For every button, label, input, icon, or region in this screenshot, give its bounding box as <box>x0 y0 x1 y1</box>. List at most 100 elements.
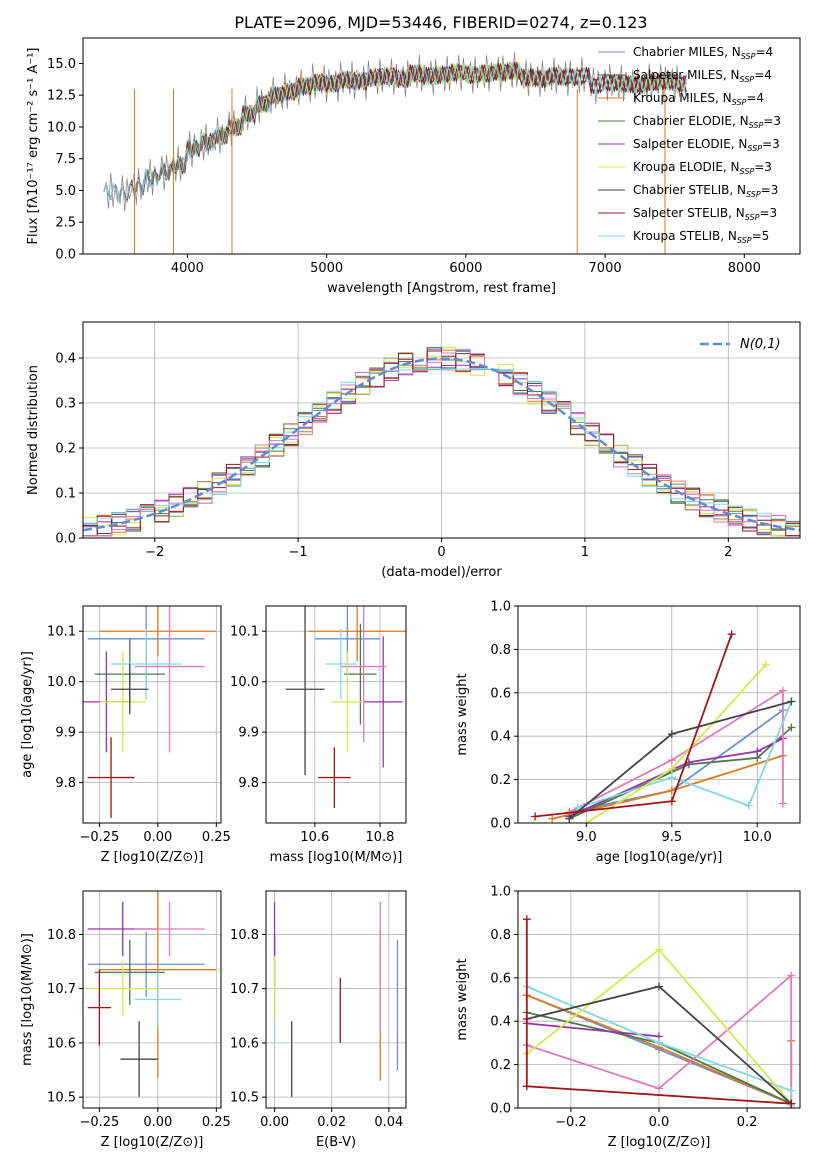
weight-marker <box>787 697 796 706</box>
legend-subscript: SSP <box>747 144 762 153</box>
x-tick-label: 0.2 <box>737 1115 758 1130</box>
y-tick-label: 9.8 <box>55 776 76 791</box>
weight-marker <box>582 819 591 823</box>
weight-series-line <box>526 985 793 1106</box>
weight-marker <box>778 799 787 808</box>
legend-label: Salpeter ELODIE, NSSP=3 <box>633 137 780 153</box>
x-tick-label: 8000 <box>728 261 761 276</box>
chart-age_vs_mass: 10.6 10.8 9.8 9.9 10.0 10.1 mass [log10(M/M⊙)] <box>230 605 407 865</box>
x-tick-label: 7000 <box>589 261 622 276</box>
weight-marker <box>667 797 676 806</box>
figure-title: PLATE=2096, MJD=53446, FIBERID=0274, z=0… <box>234 13 647 32</box>
error-bar-point <box>344 623 377 725</box>
legend-suffix: =4 <box>754 68 772 82</box>
legend-label: Kroupa MILES, NSSP=4 <box>633 91 764 107</box>
error-bar-point <box>324 628 358 700</box>
weight-marker <box>761 660 770 669</box>
x-axis-label: Z [log10(Z/Z⊙)] <box>101 1135 204 1150</box>
y-axis-label: mass weight <box>455 673 470 755</box>
x-axis-label: Z [log10(Z/Z⊙)] <box>101 850 204 865</box>
plot-area <box>87 891 217 1098</box>
spectrum-line <box>103 61 687 203</box>
x-tick-label: 10.6 <box>300 830 329 845</box>
x-tick-label: −0.2 <box>555 1115 587 1130</box>
y-tick-label: 0.4 <box>490 1015 511 1030</box>
y-tick-label: 10.0 <box>47 675 76 690</box>
x-tick-label: −1 <box>289 545 308 560</box>
y-tick-label: 9.9 <box>238 726 259 741</box>
legend-label: Salpeter STELIB, NSSP=3 <box>633 206 777 222</box>
legend-label: Kroupa STELIB, NSSP=5 <box>633 229 769 245</box>
y-tick-label: 10.7 <box>230 982 259 997</box>
legend-label: Chabrier MILES, NSSP=4 <box>633 45 773 61</box>
legend-suffix: =3 <box>754 160 772 174</box>
legend-suffix: =4 <box>746 91 764 105</box>
weight-marker <box>778 686 787 695</box>
weight-marker <box>667 786 676 795</box>
error-bar-point <box>363 636 403 768</box>
y-tick-label: 7.5 <box>55 152 76 167</box>
plot-area <box>285 606 406 808</box>
y-tick-label: 0.8 <box>490 643 511 658</box>
axes-frame <box>517 605 801 824</box>
error-bar-point <box>331 651 364 753</box>
y-tick-label: 10.6 <box>47 1036 76 1051</box>
legend-subscript: SSP <box>749 121 764 130</box>
legend-subscript: SSP <box>737 236 752 245</box>
x-tick-label: 10.8 <box>365 830 394 845</box>
y-tick-label: 0.0 <box>55 532 76 547</box>
y-tick-label: 10.7 <box>47 982 76 997</box>
weight-marker <box>548 814 557 823</box>
legend-subscript: SSP <box>740 75 755 84</box>
weight-marker <box>655 945 663 954</box>
error-bar-point <box>340 606 387 743</box>
plot-area <box>273 901 399 1098</box>
y-tick-label: 1.0 <box>490 885 511 900</box>
weight-marker <box>667 756 676 765</box>
y-tick-label: 10.0 <box>230 675 259 690</box>
x-tick-label: 10.0 <box>743 830 772 845</box>
y-tick-label: 1.0 <box>490 600 511 615</box>
legend-suffix: =4 <box>755 45 773 59</box>
y-tick-label: 0.0 <box>55 248 76 263</box>
y-tick-label: 10.5 <box>47 1091 76 1106</box>
error-bar-point <box>87 737 135 818</box>
weight-marker <box>655 1084 663 1093</box>
x-tick-label: 0.00 <box>260 1115 289 1130</box>
weight-marker <box>744 801 753 810</box>
legend-subscript: SSP <box>740 167 755 176</box>
legend-subscript: SSP <box>732 98 747 107</box>
legend-suffix: =3 <box>761 183 779 197</box>
weight-marker <box>753 747 762 756</box>
error-bar-point <box>87 969 112 1046</box>
weight-series-line <box>577 701 793 809</box>
y-tick-label: 0.2 <box>490 773 511 788</box>
weight-marker <box>667 730 676 739</box>
weight-marker <box>787 1099 796 1108</box>
error-bar-point <box>111 664 149 715</box>
x-tick-label: 0.04 <box>374 1115 403 1130</box>
error-bar-point <box>94 939 165 1005</box>
x-tick-label: 9.0 <box>576 830 597 845</box>
axes-frame <box>82 890 222 1109</box>
legend-label: Chabrier ELODIE, NSSP=3 <box>633 114 781 130</box>
chart-spectrum: Chabrier MILES, NSSP=4 Salpeter MILES, NS… <box>26 37 801 296</box>
y-tick-label: 2.5 <box>55 216 76 231</box>
x-tick-label: −0.25 <box>79 1115 119 1130</box>
error-bar-point <box>120 1021 158 1098</box>
plot-area <box>531 630 796 823</box>
axes-frame <box>82 37 801 255</box>
y-axis-label: Normed distribution <box>26 365 41 495</box>
chart-mass_vs_Z: −0.25 0.00 0.25 10.5 10.6 10.7 10.8 Z [log10(Z/… <box>20 890 231 1150</box>
plot-area <box>83 606 217 818</box>
weight-marker <box>667 773 676 782</box>
x-tick-label: 0 <box>437 545 445 560</box>
y-tick-label: 10.1 <box>230 625 259 640</box>
weight-marker <box>522 915 531 924</box>
legend-subscript: SSP <box>741 52 756 61</box>
y-tick-label: 0.2 <box>490 1058 511 1073</box>
x-tick-label: 2 <box>724 545 732 560</box>
x-tick-label: 0.25 <box>202 830 231 845</box>
weight-marker <box>565 814 574 823</box>
